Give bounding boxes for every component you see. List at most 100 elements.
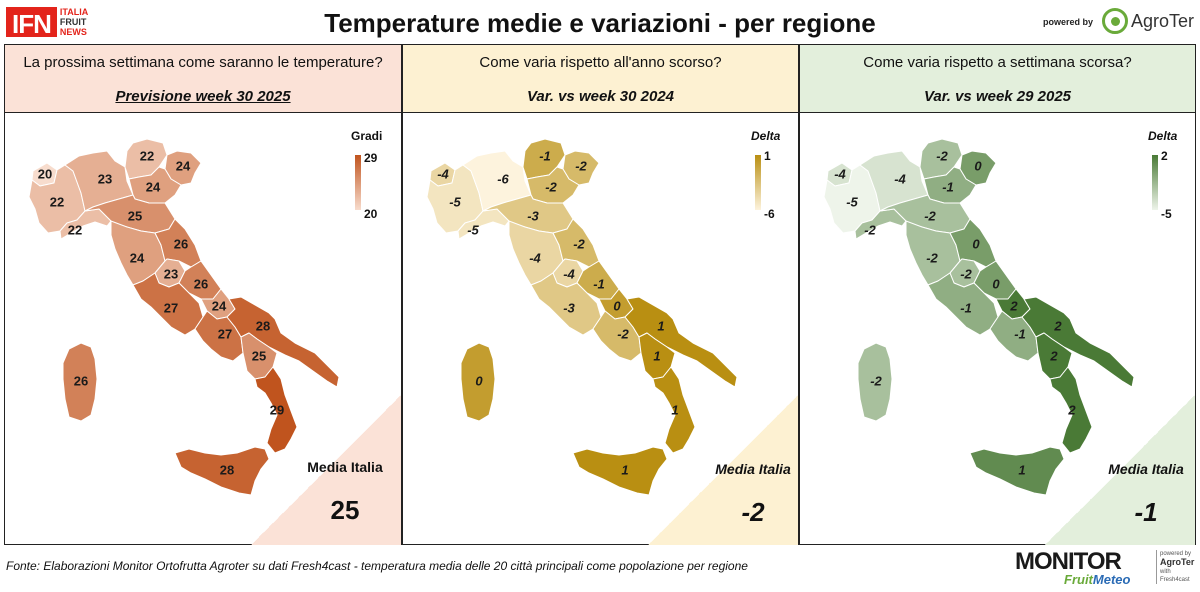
media-value: -1 (1134, 497, 1158, 527)
powered-by-label: powered by (1043, 17, 1094, 27)
region-calabria[interactable] (1049, 366, 1093, 454)
legend-title: Delta (751, 129, 781, 143)
map-area: 20 22 22 23 22 24 24 25 24 26 23 26 27 24 27 28 25 29 28 26… (5, 113, 401, 545)
agroter-logo-text: AgroTer (1131, 10, 1195, 31)
region-label-basilicata: 1 (653, 348, 660, 363)
panel-question: La prossima settimana come saranno le te… (23, 54, 383, 71)
legend-max: 1 (764, 149, 771, 163)
region-label-lazio: -3 (563, 300, 575, 315)
region-label-molise: 0 (613, 298, 621, 313)
region-label-lombardia: -6 (497, 171, 509, 186)
panel-forecast: La prossima settimana come saranno le te… (4, 44, 402, 545)
region-puglia[interactable] (1021, 296, 1135, 388)
region-label-toscana: 24 (130, 250, 145, 265)
region-label-trentino-alto-adige: 22 (140, 148, 154, 163)
monitor-logo-meteo: Meteo (1092, 572, 1131, 587)
monitor-fruitmeteo-logo[interactable]: MONITOR FruitMeteo powered by AgroTer wi… (1015, 548, 1200, 588)
panel-question: Come varia rispetto all'anno scorso? (479, 54, 722, 71)
region-liguria[interactable] (457, 208, 510, 240)
region-label-veneto: -2 (545, 179, 557, 194)
region-liguria[interactable] (854, 208, 907, 240)
source-note: Fonte: Elaborazioni Monitor Ortofrutta A… (6, 559, 748, 573)
page-title: Temperature medie e variazioni - per reg… (324, 8, 876, 38)
region-sicilia[interactable] (969, 446, 1065, 496)
media-label: Media Italia (715, 461, 791, 477)
region-label-umbria: -2 (960, 266, 972, 281)
region-label-piemonte: 22 (50, 194, 64, 209)
region-label-molise: 24 (212, 298, 227, 313)
legend-min: 20 (364, 207, 378, 221)
region-label-sicilia: 1 (621, 462, 628, 477)
region-label-valle-d-aosta: 20 (38, 166, 52, 181)
media-value: 25 (330, 495, 360, 525)
panel-header: Come varia rispetto a settimana scorsa? … (800, 45, 1195, 113)
region-label-lazio: -1 (960, 300, 972, 315)
legend-title: Delta (1148, 129, 1178, 143)
region-label-campania: -2 (617, 326, 629, 341)
legend-gradient (755, 155, 761, 210)
region-liguria[interactable] (59, 208, 112, 240)
region-label-calabria: 1 (671, 402, 678, 417)
region-lazio[interactable] (927, 272, 999, 336)
panel-header: Come varia rispetto all'anno scorso? Var… (403, 45, 798, 113)
ifn-logo-mark: IFN (6, 7, 57, 39)
region-label-marche: -2 (573, 236, 585, 251)
region-sicilia[interactable] (174, 446, 270, 496)
region-label-campania: 27 (218, 326, 232, 341)
region-label-abruzzo: 26 (194, 276, 208, 291)
region-label-veneto: 24 (146, 179, 161, 194)
region-lazio[interactable] (530, 272, 602, 336)
region-label-liguria: 22 (68, 222, 82, 237)
region-label-sardegna: 0 (475, 373, 483, 388)
ifn-logo-lines: ITALIA FRUIT NEWS (60, 7, 88, 37)
region-label-basilicata: 2 (1049, 348, 1058, 363)
monitor-side-with: with (1160, 569, 1171, 575)
region-lazio[interactable] (132, 272, 204, 336)
media-label: Media Italia (1108, 461, 1184, 477)
region-label-toscana: -4 (529, 250, 541, 265)
region-label-liguria: -5 (467, 222, 479, 237)
region-sicilia[interactable] (572, 446, 668, 496)
region-sardegna[interactable] (460, 342, 496, 422)
region-sardegna[interactable] (857, 342, 893, 422)
panel-subtitle: Var. vs week 29 2025 (923, 88, 1072, 105)
region-label-sardegna: -2 (870, 373, 882, 388)
region-label-trentino-alto-adige: -2 (936, 148, 948, 163)
region-label-puglia: 2 (1053, 318, 1062, 333)
monitor-logo-word: MONITOR (1015, 548, 1122, 575)
media-value: -2 (741, 497, 765, 527)
ifn-logo-line: NEWS (59, 27, 87, 37)
panel-header: La prossima settimana come saranno le te… (5, 45, 401, 113)
region-label-veneto: -1 (942, 179, 954, 194)
panel-yoy: Come varia rispetto all'anno scorso? Var… (402, 44, 799, 545)
region-calabria[interactable] (652, 366, 696, 454)
ifn-logo-line: FRUIT (59, 17, 87, 27)
monitor-logo-sub: FruitMeteo (1064, 572, 1130, 587)
agroter-logo[interactable]: AgroTer (1102, 8, 1194, 34)
region-label-marche: 0 (972, 236, 980, 251)
region-label-emilia-romagna: -2 (924, 208, 936, 223)
region-label-basilicata: 25 (252, 348, 266, 363)
ifn-logo[interactable]: IFN ITALIA FRUIT NEWS (6, 6, 112, 39)
legend-title: Gradi (351, 129, 383, 143)
region-label-abruzzo: -1 (593, 276, 605, 291)
region-puglia[interactable] (226, 296, 340, 388)
italy-map: 20 22 22 23 22 24 24 25 24 26 23 26 27 24 27 28 25 29 28 26 (28, 138, 340, 496)
header: IFN ITALIA FRUIT NEWS Temperature medie … (0, 0, 1200, 44)
region-label-calabria: 2 (1067, 402, 1076, 417)
monitor-side-brand: AgroTer (1160, 557, 1195, 567)
region-label-piemonte: -5 (449, 194, 461, 209)
region-label-marche: 26 (174, 236, 188, 251)
region-label-sicilia: 28 (220, 462, 234, 477)
region-sardegna[interactable] (62, 342, 98, 422)
region-label-lombardia: 23 (98, 171, 112, 186)
region-label-toscana: -2 (926, 250, 938, 265)
region-label-calabria: 29 (270, 402, 284, 417)
panel-question: Come varia rispetto a settimana scorsa? (863, 54, 1132, 71)
region-calabria[interactable] (254, 366, 298, 454)
monitor-logo-fruit: Fruit (1064, 572, 1093, 587)
region-puglia[interactable] (624, 296, 738, 388)
